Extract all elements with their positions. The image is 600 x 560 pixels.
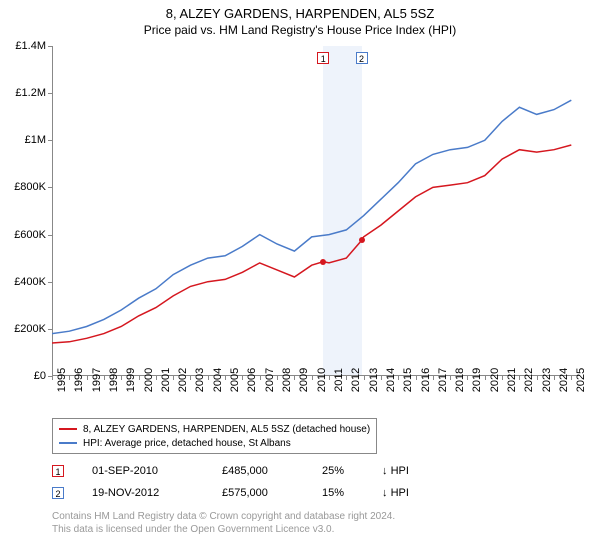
x-tick-label: 2022 bbox=[523, 368, 535, 392]
sale-price: £575,000 bbox=[222, 487, 322, 499]
x-tick-label: 2000 bbox=[143, 368, 155, 392]
sale-suffix: HPI bbox=[391, 487, 409, 499]
x-tick-label: 1995 bbox=[56, 368, 68, 392]
x-tick-label: 2016 bbox=[420, 368, 432, 392]
sale-marker: 1 bbox=[52, 465, 64, 477]
x-tick-label: 2012 bbox=[350, 368, 362, 392]
y-tick-label: £1.2M bbox=[15, 87, 46, 99]
chart-lines bbox=[52, 46, 580, 376]
x-tick-label: 2011 bbox=[333, 368, 345, 392]
y-tick-label: £800K bbox=[14, 181, 46, 193]
x-tick-label: 2008 bbox=[281, 368, 293, 392]
x-tick-label: 1997 bbox=[91, 368, 103, 392]
y-tick-label: £200K bbox=[14, 323, 46, 335]
series-line bbox=[52, 100, 571, 333]
arrow-down-icon: ↓ bbox=[382, 465, 388, 477]
x-tick-label: 2013 bbox=[368, 368, 380, 392]
data-point bbox=[320, 259, 326, 265]
x-tick-label: 2018 bbox=[454, 368, 466, 392]
legend-label: 8, ALZEY GARDENS, HARPENDEN, AL5 5SZ (de… bbox=[83, 424, 370, 435]
x-tick-label: 2005 bbox=[229, 368, 241, 392]
sales-table: 1 01-SEP-2010 £485,000 25% ↓ HPI 2 19-NO… bbox=[52, 460, 432, 504]
legend: 8, ALZEY GARDENS, HARPENDEN, AL5 5SZ (de… bbox=[52, 418, 377, 454]
y-tick-label: £1.4M bbox=[15, 40, 46, 52]
x-tick-label: 2023 bbox=[541, 368, 553, 392]
x-tick-label: 2020 bbox=[489, 368, 501, 392]
x-tick-label: 2025 bbox=[575, 368, 587, 392]
x-tick-label: 2015 bbox=[402, 368, 414, 392]
series-line bbox=[52, 145, 571, 343]
y-tick-label: £1M bbox=[25, 134, 46, 146]
legend-item: 8, ALZEY GARDENS, HARPENDEN, AL5 5SZ (de… bbox=[59, 422, 370, 436]
event-marker: 1 bbox=[317, 52, 329, 64]
x-tick-label: 1999 bbox=[125, 368, 137, 392]
footer-line: This data is licensed under the Open Gov… bbox=[52, 523, 395, 536]
x-tick-label: 2003 bbox=[194, 368, 206, 392]
x-tick-label: 2014 bbox=[385, 368, 397, 392]
sale-date: 01-SEP-2010 bbox=[92, 465, 222, 477]
sale-pct: 25% bbox=[322, 465, 382, 477]
legend-swatch bbox=[59, 442, 77, 444]
sale-suffix: HPI bbox=[391, 465, 409, 477]
x-tick-label: 1998 bbox=[108, 368, 120, 392]
x-tick-label: 2017 bbox=[437, 368, 449, 392]
sale-date: 19-NOV-2012 bbox=[92, 487, 222, 499]
legend-item: HPI: Average price, detached house, St A… bbox=[59, 436, 370, 450]
x-tick-label: 2006 bbox=[246, 368, 258, 392]
sales-row: 1 01-SEP-2010 £485,000 25% ↓ HPI bbox=[52, 460, 432, 482]
sale-pct: 15% bbox=[322, 487, 382, 499]
legend-label: HPI: Average price, detached house, St A… bbox=[83, 438, 291, 449]
sale-marker: 2 bbox=[52, 487, 64, 499]
x-tick-label: 2024 bbox=[558, 368, 570, 392]
chart-area: £0£200K£400K£600K£800K£1M£1.2M£1.4M 1995… bbox=[52, 46, 580, 376]
chart-title: 8, ALZEY GARDENS, HARPENDEN, AL5 5SZ bbox=[0, 6, 600, 21]
chart-subtitle: Price paid vs. HM Land Registry's House … bbox=[0, 23, 600, 37]
x-tick-label: 2007 bbox=[264, 368, 276, 392]
sales-row: 2 19-NOV-2012 £575,000 15% ↓ HPI bbox=[52, 482, 432, 504]
x-tick-label: 2002 bbox=[177, 368, 189, 392]
x-tick-label: 2021 bbox=[506, 368, 518, 392]
title-block: 8, ALZEY GARDENS, HARPENDEN, AL5 5SZ Pri… bbox=[0, 0, 600, 37]
sale-price: £485,000 bbox=[222, 465, 322, 477]
data-point bbox=[359, 237, 365, 243]
chart-container: 8, ALZEY GARDENS, HARPENDEN, AL5 5SZ Pri… bbox=[0, 0, 600, 560]
y-tick-label: £400K bbox=[14, 276, 46, 288]
x-tick-label: 2004 bbox=[212, 368, 224, 392]
y-tick-label: £0 bbox=[34, 370, 46, 382]
event-marker: 2 bbox=[356, 52, 368, 64]
arrow-down-icon: ↓ bbox=[382, 487, 388, 499]
footer: Contains HM Land Registry data © Crown c… bbox=[52, 510, 395, 536]
footer-line: Contains HM Land Registry data © Crown c… bbox=[52, 510, 395, 523]
x-tick-label: 2009 bbox=[298, 368, 310, 392]
x-tick-label: 1996 bbox=[73, 368, 85, 392]
legend-swatch bbox=[59, 428, 77, 430]
x-tick-label: 2001 bbox=[160, 368, 172, 392]
x-tick-label: 2019 bbox=[471, 368, 483, 392]
y-tick-label: £600K bbox=[14, 229, 46, 241]
x-tick-label: 2010 bbox=[316, 368, 328, 392]
